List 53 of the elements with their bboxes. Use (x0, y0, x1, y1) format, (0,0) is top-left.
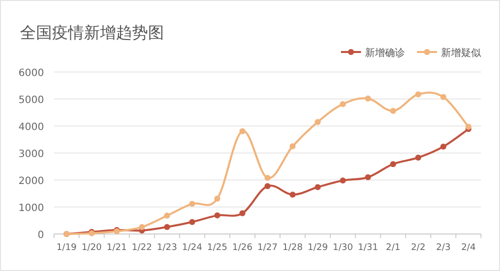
point (340, 101, 346, 108)
point (214, 196, 220, 202)
point (189, 200, 196, 207)
x-tick-label: 1/22 (132, 243, 152, 253)
y-tick-label: 3000 (18, 149, 44, 160)
x-tick-label: 1/30 (332, 243, 354, 253)
y-tick-label: 1000 (18, 203, 44, 214)
point (290, 192, 296, 198)
point (214, 212, 220, 218)
x-tick-label: 2/3 (436, 243, 451, 253)
point (390, 108, 396, 114)
y-tick-label: 6000 (18, 68, 44, 79)
x-tick-label: 1/29 (308, 243, 328, 253)
point (390, 161, 396, 168)
point (164, 224, 170, 230)
point (440, 94, 446, 100)
point (264, 183, 270, 190)
point (290, 143, 296, 150)
legend-label: 新增确诊 (365, 47, 405, 59)
x-tick-label: 1/20 (82, 243, 102, 253)
x-tick-label: 2/2 (410, 243, 426, 253)
point (340, 177, 346, 184)
y-tick-label: 0 (38, 230, 44, 241)
x-tick-label: 1/19 (56, 243, 77, 253)
point (415, 91, 422, 98)
point (164, 212, 170, 219)
x-tick-label: 1/25 (207, 243, 228, 253)
chart-title: 全国疫情新增趋势图 (20, 23, 164, 42)
x-tick-label: 2/4 (461, 243, 476, 253)
x-tick-label: 1/23 (156, 243, 178, 253)
x-tick-label: 1/26 (232, 243, 253, 253)
x-tick-label: 1/21 (106, 243, 127, 253)
point (415, 154, 422, 161)
x-tick-label: 1/27 (257, 243, 278, 253)
point (465, 124, 472, 130)
x-tick-label: 1/24 (182, 243, 203, 253)
point (138, 224, 145, 230)
y-tick-label: 2000 (18, 176, 44, 187)
point (364, 95, 371, 102)
y-tick-label: 4000 (18, 122, 44, 133)
point (364, 174, 371, 180)
x-tick-label: 2/1 (386, 243, 400, 253)
point (264, 174, 270, 181)
x-tick-label: 1/31 (358, 243, 378, 253)
legend-label: 新增疑似 (441, 47, 481, 59)
point (440, 144, 446, 150)
point (239, 210, 246, 216)
y-tick-label: 5000 (18, 95, 44, 106)
point (239, 128, 246, 134)
point (314, 184, 321, 190)
point (189, 219, 196, 226)
point (314, 119, 321, 126)
x-tick-label: 1/28 (282, 243, 303, 253)
